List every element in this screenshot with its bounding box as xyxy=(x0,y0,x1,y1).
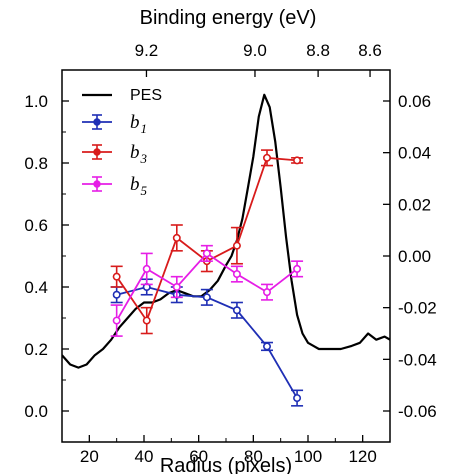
x-tick-label: 60 xyxy=(189,447,208,466)
b3-point xyxy=(112,272,121,281)
right-tick-label: 0.06 xyxy=(398,92,431,111)
x-axis-title: Radius (pixels) xyxy=(160,455,292,474)
b1-point xyxy=(262,342,271,351)
top-tick-label: 9.2 xyxy=(135,41,159,60)
b1-point xyxy=(293,394,302,403)
left-tick-label: 0.4 xyxy=(24,278,48,297)
b5-point xyxy=(172,282,181,291)
legend-swatch-marker xyxy=(93,180,101,188)
b3-point xyxy=(142,316,151,325)
right-tick-label: -0.04 xyxy=(398,350,437,369)
legend-pes-label: PES xyxy=(130,87,162,104)
x-tick-label: 80 xyxy=(244,447,263,466)
b1-point xyxy=(112,290,121,299)
legend-subscript: 1 xyxy=(141,121,148,136)
legend: PES b1 b3 b5 xyxy=(82,87,162,198)
b3-point xyxy=(232,241,241,250)
top-tick-label: 9.0 xyxy=(243,41,267,60)
pes-line xyxy=(62,93,390,369)
legend-label-b5: b5 xyxy=(130,174,148,198)
b1-point xyxy=(232,306,241,315)
right-tick-label: 0.02 xyxy=(398,195,431,214)
legend-swatch-marker xyxy=(93,118,101,126)
b3-point xyxy=(293,156,302,165)
x-tick-label: 20 xyxy=(80,447,99,466)
b5-point xyxy=(112,316,121,325)
b5-point xyxy=(142,264,151,273)
left-tick-label: 0.2 xyxy=(24,340,48,359)
legend-label-b1: b1 xyxy=(130,112,147,136)
x-tick-label: 120 xyxy=(348,447,376,466)
left-tick-label: 1.0 xyxy=(24,92,48,111)
b5-point xyxy=(202,249,211,258)
b5-point xyxy=(293,264,302,273)
b3-point xyxy=(262,153,271,162)
legend-swatch-marker xyxy=(93,148,101,156)
right-tick-label: -0.06 xyxy=(398,402,437,421)
right-tick-label: -0.02 xyxy=(398,299,437,318)
plot-frame xyxy=(61,69,391,443)
left-tick-label: 0.6 xyxy=(24,216,48,235)
left-tick-label: 0.8 xyxy=(24,154,48,173)
right-tick-label: 0.00 xyxy=(398,247,431,266)
data-layer xyxy=(62,93,390,407)
series-b1 xyxy=(110,278,304,407)
legend-subscript: 5 xyxy=(141,183,148,198)
top-tick-label: 8.6 xyxy=(358,41,382,60)
b3-point xyxy=(172,233,181,242)
b1-point xyxy=(202,293,211,302)
legend-subscript: 3 xyxy=(140,151,148,166)
series-b5 xyxy=(110,244,304,337)
left-tick-label: 0.0 xyxy=(24,402,48,421)
b5-point xyxy=(232,270,241,279)
b5-point xyxy=(262,288,271,297)
top-axis-title: Binding energy (eV) xyxy=(140,7,317,29)
x-tick-label: 100 xyxy=(294,447,322,466)
right-tick-label: 0.04 xyxy=(398,144,431,163)
legend-label-b3: b3 xyxy=(130,142,148,166)
x-tick-label: 40 xyxy=(135,447,154,466)
top-tick-label: 8.8 xyxy=(306,41,330,60)
